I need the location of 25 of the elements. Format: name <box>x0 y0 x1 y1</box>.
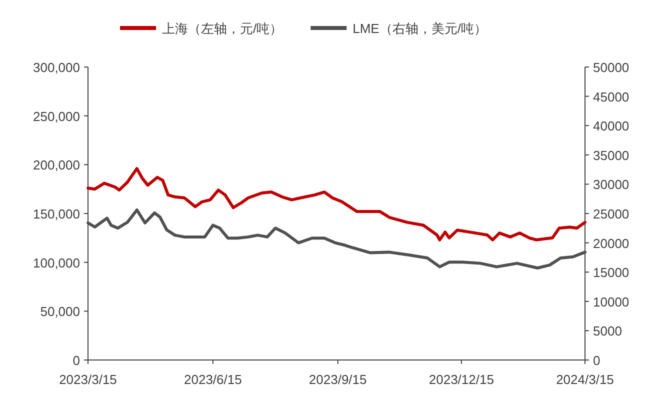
y2-tick-label: 30000 <box>593 177 630 192</box>
y2-tick-label: 10000 <box>593 294 630 310</box>
y2-tick-label: 0 <box>593 353 600 368</box>
y-tick-label: 250,000 <box>33 108 80 124</box>
y-tick-label: 50,000 <box>40 304 80 320</box>
y-tick-label: 150,000 <box>33 206 80 222</box>
y2-tick-label: 25000 <box>593 206 630 222</box>
x-tick-label: 2023/9/15 <box>308 372 367 387</box>
y-tick-label: 0 <box>72 353 80 368</box>
x-tick-label: 2023/3/15 <box>59 372 117 387</box>
y2-tick-label: 20000 <box>593 236 630 251</box>
y2-tick-label: 35000 <box>593 148 630 163</box>
y-tick-label: 300,000 <box>33 60 80 75</box>
y-tick-label: 200,000 <box>33 158 80 173</box>
y2-tick-label: 40000 <box>593 118 630 134</box>
y2-tick-label: 15000 <box>593 265 630 280</box>
y2-tick-label: 50000 <box>593 60 630 75</box>
legend-label: LME（右轴，美元/吨） <box>352 21 487 36</box>
x-tick-label: 2024/3/15 <box>556 372 614 387</box>
x-tick-label: 2023/6/15 <box>184 372 242 387</box>
legend-label: 上海（左轴，元/吨） <box>162 21 283 36</box>
y2-tick-label: 45000 <box>593 89 630 104</box>
y-tick-label: 100,000 <box>33 255 80 270</box>
y2-tick-label: 5000 <box>593 324 622 339</box>
x-tick-label: 2023/12/15 <box>428 372 494 387</box>
